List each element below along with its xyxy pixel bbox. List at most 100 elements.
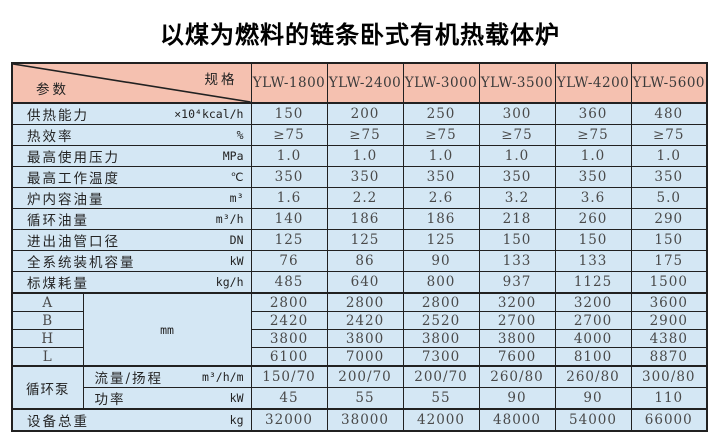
- value-cell: 1.0: [554, 145, 632, 167]
- param-label: 最高使用压力: [27, 150, 120, 166]
- param-cell: 炉内容油量 m³: [11, 187, 252, 209]
- param-unit: DN: [229, 233, 244, 247]
- value-cell: 1.0: [326, 145, 404, 167]
- param-label: 循环油量: [27, 213, 89, 229]
- value-cell: 2700: [478, 311, 556, 330]
- table-row: B 2420 2420 2520 2700 2700 2900: [11, 311, 708, 330]
- param-unit: kW: [229, 391, 244, 405]
- value-cell: 133: [554, 250, 632, 272]
- value-cell: 150: [630, 229, 708, 251]
- table-row: 功率 kW 45 55 55 90 90 110: [12, 387, 708, 410]
- value-cell: 1500: [630, 271, 708, 294]
- param-cell: 热效率 %: [11, 124, 252, 146]
- param-unit: %: [236, 128, 244, 142]
- value-cell: 133: [478, 250, 556, 272]
- param-cell: 最高工作温度 ℃: [11, 166, 252, 188]
- pump-group-cell: 循环泵: [11, 365, 84, 410]
- param-label: 功率: [94, 392, 126, 408]
- dim-letter-cell: B: [11, 311, 84, 330]
- value-cell: 54000: [554, 408, 632, 432]
- table-row: L 6100 7000 7300 7600 8100 8870: [11, 347, 708, 367]
- value-cell: 250: [402, 102, 480, 125]
- table-row: 炉内容油量 m³ 1.6 2.2 2.6 3.2 3.6 5.0: [11, 187, 708, 209]
- value-cell: 300: [478, 102, 556, 125]
- value-cell: ≥75: [554, 124, 632, 146]
- value-cell: 200: [326, 102, 404, 125]
- column-header: YLW-3000: [402, 62, 480, 104]
- dim-letter-cell: A: [11, 292, 84, 312]
- value-cell: 300/80: [630, 365, 708, 388]
- value-cell: 2800: [250, 292, 328, 312]
- value-cell: 1.6: [250, 187, 328, 209]
- value-cell: 200/70: [326, 365, 404, 388]
- value-cell: 4380: [630, 329, 708, 348]
- value-cell: 7300: [402, 347, 480, 367]
- value-cell: 485: [250, 271, 328, 294]
- value-cell: 200/70: [402, 365, 480, 388]
- value-cell: 125: [326, 229, 404, 251]
- value-cell: 2420: [250, 311, 328, 330]
- value-cell: 86: [326, 250, 404, 272]
- param-cell: 流量/扬程 m³/h/m: [82, 365, 252, 388]
- param-cell: 进出油管口径 DN: [11, 229, 252, 251]
- value-cell: 350: [326, 166, 404, 188]
- value-cell: 350: [250, 166, 328, 188]
- value-cell: 1125: [554, 271, 632, 294]
- param-unit: m³/h/m: [201, 370, 244, 384]
- value-cell: 800: [402, 271, 480, 294]
- value-cell: 3.6: [554, 187, 632, 209]
- value-cell: 3600: [630, 292, 708, 312]
- table-row: A mm 2800 2800 2800 3200 3200 3600: [11, 292, 708, 367]
- value-cell: ≥75: [326, 124, 404, 146]
- value-cell: 5.0: [630, 187, 708, 209]
- dim-unit-cell: mm: [82, 292, 252, 367]
- value-cell: 1.0: [630, 145, 708, 167]
- column-header: YLW-2400: [326, 62, 404, 104]
- page-title: 以煤为燃料的链条卧式有机热载体炉: [160, 22, 560, 49]
- param-label: 流量/扬程: [94, 371, 164, 387]
- param-label: 标煤耗量: [27, 276, 89, 292]
- param-cell: 供热能力 ×10⁴kcal/h: [11, 102, 252, 125]
- value-cell: 2.2: [326, 187, 404, 209]
- value-cell: 150/70: [250, 365, 328, 388]
- param-cell: 全系统装机容量 kW: [11, 250, 252, 272]
- value-cell: 6100: [250, 347, 328, 367]
- value-cell: ≥75: [478, 124, 556, 146]
- value-cell: 350: [554, 166, 632, 188]
- value-cell: 150: [250, 102, 328, 125]
- value-cell: 3800: [402, 329, 480, 348]
- corner-cell: 规格 参数: [11, 62, 252, 104]
- param-unit: kg/h: [215, 275, 244, 289]
- value-cell: 350: [630, 166, 708, 188]
- param-label: 全系统装机容量: [27, 255, 136, 271]
- param-cell: 循环油量 m³/h: [11, 208, 252, 230]
- table-row: 标煤耗量 kg/h 485 640 800 937 1125 1500: [11, 271, 708, 294]
- column-header: YLW-4200: [554, 62, 632, 104]
- value-cell: 260: [554, 208, 632, 230]
- value-cell: 480: [630, 102, 708, 125]
- value-cell: 2.6: [402, 187, 480, 209]
- param-unit: MPa: [222, 149, 244, 163]
- value-cell: 3200: [478, 292, 556, 312]
- value-cell: 2800: [326, 292, 404, 312]
- dim-letter-cell: H: [11, 329, 84, 348]
- table-row: 进出油管口径 DN 125 125 125 150 150 150: [11, 229, 708, 251]
- value-cell: 360: [554, 102, 632, 125]
- param-unit: kW: [229, 254, 244, 268]
- value-cell: 8870: [630, 347, 708, 367]
- diagonal-line: [13, 64, 250, 101]
- value-cell: 55: [402, 387, 480, 410]
- value-cell: 32000: [250, 408, 328, 432]
- value-cell: 2420: [326, 311, 404, 330]
- table-row: 供热能力 ×10⁴kcal/h 150 200 250 300 360 480: [11, 102, 708, 125]
- value-cell: ≥75: [630, 124, 708, 146]
- value-cell: 186: [402, 208, 480, 230]
- value-cell: 1.0: [250, 145, 328, 167]
- value-cell: 3200: [554, 292, 632, 312]
- value-cell: 218: [478, 208, 556, 230]
- table-row: 最高工作温度 ℃ 350 350 350 350 350 350: [11, 166, 708, 188]
- param-label: 供热能力: [27, 108, 89, 124]
- value-cell: 2520: [402, 311, 480, 330]
- value-cell: 140: [250, 208, 328, 230]
- param-cell: 设备总重 kg: [11, 408, 252, 432]
